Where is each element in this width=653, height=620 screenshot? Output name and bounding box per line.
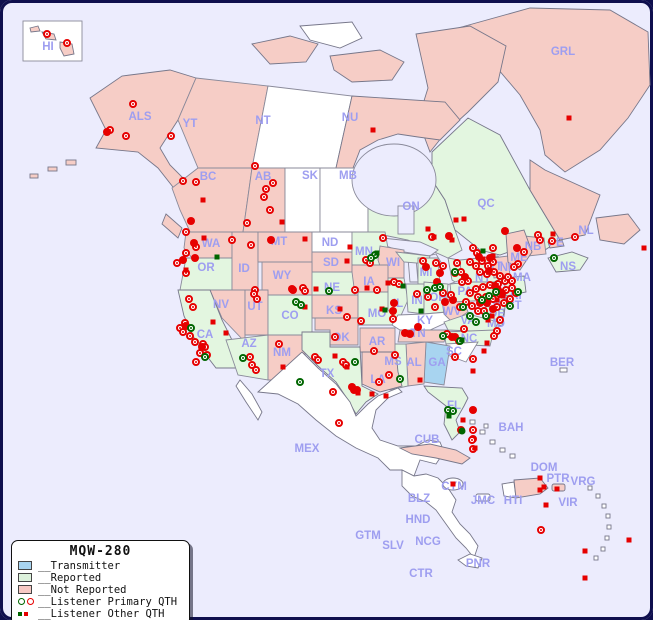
region-cym bbox=[442, 477, 464, 491]
region-aleutians-1 bbox=[65, 159, 77, 166]
not-reported-swatch bbox=[18, 585, 32, 594]
region-arctic-1 bbox=[251, 35, 319, 65]
region-central-america bbox=[401, 469, 479, 559]
legend-row-reported: __Reported bbox=[18, 571, 183, 584]
region-bah-3 bbox=[489, 439, 496, 445]
region-hti bbox=[501, 481, 517, 499]
region-sd bbox=[311, 251, 353, 273]
legend-row-transmitter: __Transmitter bbox=[18, 559, 183, 572]
region-pnr bbox=[457, 553, 483, 569]
map-regions bbox=[22, 7, 651, 569]
region-aleutians-2 bbox=[47, 166, 58, 172]
region-ant-4 bbox=[605, 513, 611, 519]
region-co bbox=[267, 294, 313, 336]
region-nt bbox=[251, 85, 353, 169]
legend-box: MQW-280 __Transmitter __Reported __Not R… bbox=[11, 540, 190, 620]
region-sk bbox=[284, 167, 321, 233]
region-ant-6 bbox=[604, 535, 610, 541]
primary-qth-red-icon bbox=[27, 598, 34, 605]
legend-label: __Listener Primary QTH bbox=[38, 595, 178, 608]
region-nl bbox=[595, 213, 641, 245]
region-ky bbox=[391, 311, 453, 331]
region-in bbox=[405, 283, 425, 315]
region-ut bbox=[244, 289, 269, 336]
hawaii-inset-box bbox=[22, 20, 83, 62]
region-jmc bbox=[475, 493, 491, 502]
region-al bbox=[405, 341, 427, 387]
region-bc bbox=[171, 167, 253, 237]
region-ns bbox=[547, 251, 589, 273]
legend-label: __Transmitter bbox=[38, 559, 121, 572]
region-ant-7 bbox=[600, 546, 606, 552]
region-ant-8 bbox=[593, 555, 599, 561]
region-az bbox=[225, 334, 269, 381]
region-ma-ri-ct bbox=[503, 275, 527, 297]
region-ia bbox=[351, 264, 389, 293]
hudson-bay bbox=[351, 143, 437, 217]
region-arctic-2 bbox=[299, 21, 363, 49]
legend-label: __Not Reported bbox=[38, 583, 127, 596]
region-wa bbox=[183, 231, 233, 259]
region-ant-5 bbox=[606, 524, 612, 530]
transmitter-swatch bbox=[18, 561, 32, 570]
region-mt bbox=[257, 231, 313, 263]
primary-qth-green-icon bbox=[18, 598, 25, 605]
legend-title: MQW-280 bbox=[69, 544, 132, 559]
region-id bbox=[231, 231, 259, 291]
region-labrador bbox=[529, 159, 601, 241]
region-baja bbox=[235, 379, 263, 421]
region-ks bbox=[311, 294, 359, 319]
reported-swatch bbox=[18, 573, 32, 582]
legend-row-primary-qth: __Listener Primary QTH bbox=[18, 595, 183, 608]
region-bah-1 bbox=[469, 419, 476, 425]
region-bah-6 bbox=[483, 423, 489, 429]
region-ant-3 bbox=[601, 503, 607, 509]
region-wy bbox=[261, 261, 313, 296]
other-qth-green-icon bbox=[18, 611, 22, 616]
legend-label: __Reported bbox=[38, 571, 102, 584]
region-ga bbox=[423, 341, 451, 386]
region-hi-1 bbox=[29, 25, 41, 33]
region-bah-5 bbox=[509, 453, 516, 459]
legend-row-other-qth: __Listener Other QTH bbox=[18, 607, 183, 620]
region-pa bbox=[449, 279, 495, 303]
region-ar bbox=[359, 327, 396, 353]
region-bah-4 bbox=[499, 447, 506, 453]
legend-row-not-reported: __Not Reported bbox=[18, 583, 183, 596]
region-tn bbox=[397, 329, 449, 343]
legend-label: __Listener Other QTH bbox=[38, 607, 165, 620]
james-bay bbox=[397, 205, 415, 235]
region-mi-lower bbox=[417, 257, 441, 285]
region-bah-2 bbox=[479, 429, 486, 435]
region-arctic-3 bbox=[329, 49, 405, 83]
region-la bbox=[361, 351, 403, 393]
region-aleutians-3 bbox=[29, 173, 39, 179]
region-ne bbox=[304, 271, 356, 296]
region-vancouver-island bbox=[161, 213, 183, 239]
region-ber bbox=[559, 367, 568, 373]
region-vt-nh bbox=[491, 255, 511, 279]
region-nd bbox=[311, 231, 353, 253]
region-dom bbox=[513, 477, 549, 499]
region-sc bbox=[445, 341, 479, 363]
region-fl bbox=[423, 385, 469, 441]
region-ptr bbox=[551, 483, 566, 492]
region-ant-2 bbox=[595, 493, 601, 499]
other-qth-red-icon bbox=[24, 611, 28, 616]
region-or bbox=[179, 257, 233, 291]
region-cub bbox=[398, 443, 471, 465]
region-ant-1 bbox=[587, 485, 593, 491]
